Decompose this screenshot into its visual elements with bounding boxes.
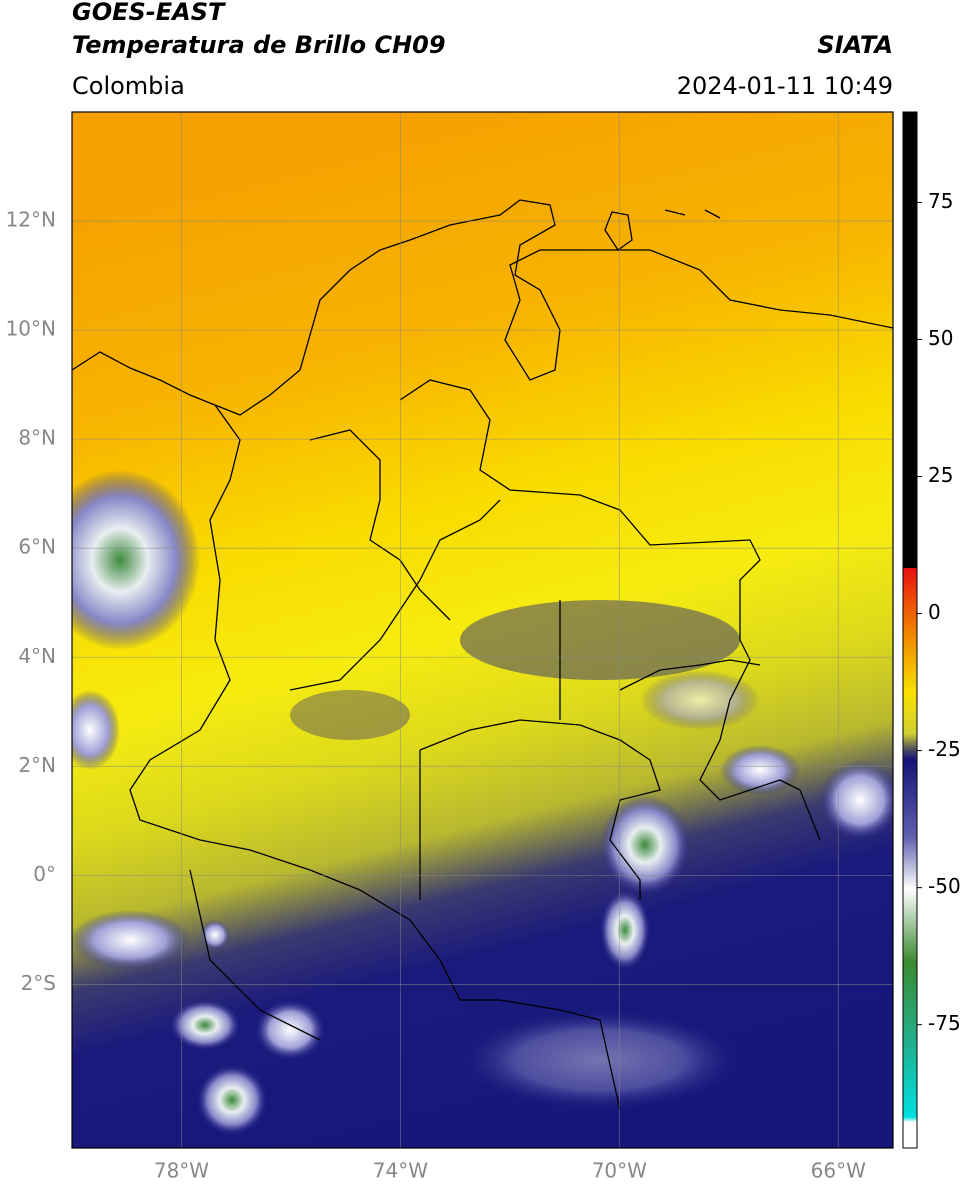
y-tick-label: 2°S xyxy=(21,971,56,995)
title-line1: GOES-EAST xyxy=(72,0,226,26)
y-tick-label: 2°N xyxy=(18,753,56,777)
y-tick-label: 10°N xyxy=(6,317,56,341)
satellite-image xyxy=(72,112,893,1148)
y-tick-label: 0° xyxy=(33,862,56,886)
colorbar-tick-label: 75 xyxy=(928,189,953,213)
source: SIATA xyxy=(817,31,893,59)
y-tick-label: 4°N xyxy=(18,644,56,668)
colorbar-tick-label: -25 xyxy=(928,737,961,761)
x-tick-label: 78°W xyxy=(154,1159,209,1183)
colorbar-tick-label: 50 xyxy=(928,326,953,350)
x-tick-label: 66°W xyxy=(811,1159,866,1183)
x-tick-label: 70°W xyxy=(592,1159,647,1183)
colorbar-tick-label: -75 xyxy=(928,1011,961,1035)
y-tick-label: 6°N xyxy=(18,535,56,559)
colorbar-tick-label: -50 xyxy=(928,874,961,898)
datetime: 2024-01-11 10:49 xyxy=(677,72,893,100)
map-frame xyxy=(71,111,894,1149)
title-line2: Temperatura de Brillo CH09 xyxy=(72,31,446,59)
graticule xyxy=(72,112,893,1148)
colorbar-tick-label: 0 xyxy=(928,600,941,624)
colorbar-tick-label: 25 xyxy=(928,463,953,487)
region: Colombia xyxy=(72,72,185,100)
y-tick-label: 8°N xyxy=(18,426,56,450)
colorbar xyxy=(902,111,918,1149)
y-tick-label: 12°N xyxy=(6,208,56,232)
x-tick-label: 74°W xyxy=(373,1159,428,1183)
